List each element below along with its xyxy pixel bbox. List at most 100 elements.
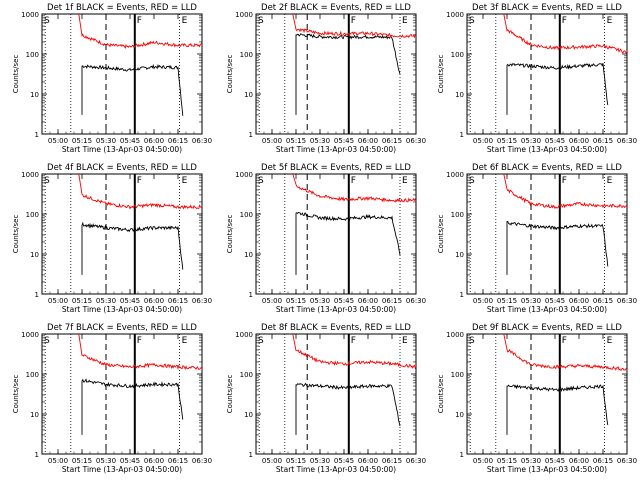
- marker-label-f: F: [137, 16, 142, 26]
- detector-panel: Det 6f BLACK = Events, RED = LLD 1 10 100 10…: [437, 163, 637, 314]
- x-tick-label: 05:00: [48, 297, 68, 305]
- y-tick-label: 1000: [21, 171, 39, 179]
- y-tick-label: 10: [30, 251, 39, 259]
- x-tick-label: 05:45: [120, 297, 140, 305]
- y-axis-label: Counts/sec: [226, 55, 234, 94]
- x-tick-label: 06:15: [593, 137, 613, 145]
- panel-title: Det 6f BLACK = Events, RED = LLD: [472, 163, 622, 173]
- x-axis-label: Start Time (13-Apr-03 04:50:00): [62, 145, 182, 154]
- events-series-line: [81, 221, 184, 275]
- y-tick-label: 1: [460, 131, 464, 139]
- y-tick-label: 10: [244, 91, 253, 99]
- marker-label-e: E: [182, 16, 188, 26]
- lld-series-line: [292, 333, 417, 370]
- y-axis-label: Counts/sec: [437, 55, 445, 94]
- plot-frame: [255, 173, 417, 295]
- marker-label-e: E: [607, 336, 613, 346]
- detector-panel: Det 9f BLACK = Events, RED = LLD 1 10 100 10…: [437, 323, 637, 474]
- marker-label-e: E: [182, 336, 188, 346]
- x-tick-label: 05:00: [473, 457, 493, 465]
- lld-series-line: [292, 173, 417, 203]
- plot-frame: [41, 13, 203, 135]
- marker-label-s: S: [469, 176, 475, 186]
- x-tick-label: 06:00: [358, 137, 378, 145]
- lld-series-line: [503, 173, 628, 210]
- y-tick-label: 10: [455, 251, 464, 259]
- y-tick-label: 1: [460, 451, 464, 459]
- detector-panel: Det 8f BLACK = Events, RED = LLD 1 10 100 10…: [226, 323, 426, 474]
- x-tick-label: 06:30: [406, 457, 426, 465]
- marker-label-f: F: [351, 336, 356, 346]
- lld-series-line: [292, 13, 417, 39]
- plot-frame: [466, 333, 628, 455]
- x-tick-label: 05:45: [334, 137, 354, 145]
- detector-panel: Det 4f BLACK = Events, RED = LLD 1 10 100 10…: [12, 163, 212, 314]
- x-tick-label: 06:30: [617, 137, 637, 145]
- events-series-line: [81, 63, 184, 116]
- x-tick-label: 06:30: [192, 457, 212, 465]
- x-axis-label: Start Time (13-Apr-03 04:50:00): [487, 305, 607, 314]
- marker-label-f: F: [562, 16, 567, 26]
- marker-label-s: S: [258, 336, 264, 346]
- x-tick-label: 05:45: [334, 457, 354, 465]
- y-tick-label: 100: [451, 51, 464, 59]
- panel-title: Det 7f BLACK = Events, RED = LLD: [47, 323, 197, 333]
- marker-label-e: E: [402, 176, 408, 186]
- x-tick-label: 05:30: [310, 457, 330, 465]
- x-tick-label: 05:30: [96, 457, 116, 465]
- x-tick-label: 06:00: [569, 457, 589, 465]
- x-tick-label: 05:15: [286, 297, 306, 305]
- x-tick-label: 05:45: [545, 137, 565, 145]
- panel-title: Det 5f BLACK = Events, RED = LLD: [261, 163, 411, 173]
- events-series-line: [506, 63, 609, 115]
- x-tick-label: 05:30: [521, 297, 541, 305]
- lld-series-line: [503, 13, 628, 55]
- marker-label-s: S: [469, 336, 475, 346]
- x-tick-label: 06:30: [617, 297, 637, 305]
- x-tick-label: 05:45: [120, 137, 140, 145]
- x-tick-label: 05:15: [72, 297, 92, 305]
- x-tick-label: 05:00: [48, 457, 68, 465]
- y-tick-label: 1: [460, 291, 464, 299]
- y-tick-label: 1000: [235, 171, 253, 179]
- x-axis-label: Start Time (13-Apr-03 04:50:00): [487, 465, 607, 474]
- y-axis-label: Counts/sec: [12, 215, 20, 254]
- detector-panel: Det 5f BLACK = Events, RED = LLD 1 10 100 10…: [226, 163, 426, 314]
- y-axis-label: Counts/sec: [437, 215, 445, 254]
- x-tick-label: 06:15: [382, 457, 402, 465]
- x-tick-label: 05:15: [497, 297, 517, 305]
- x-tick-label: 05:30: [310, 137, 330, 145]
- x-tick-label: 06:30: [192, 297, 212, 305]
- y-axis-label: Counts/sec: [226, 375, 234, 414]
- x-tick-label: 05:00: [262, 297, 282, 305]
- plot-frame: [466, 173, 628, 295]
- x-tick-label: 06:30: [617, 457, 637, 465]
- lld-series-line: [503, 333, 628, 371]
- lld-series-line: [78, 333, 203, 371]
- y-tick-label: 100: [240, 371, 253, 379]
- y-tick-label: 1: [35, 291, 39, 299]
- marker-label-f: F: [351, 16, 356, 26]
- y-tick-label: 10: [455, 411, 464, 419]
- detector-panel: Det 1f BLACK = Events, RED = LLD 1 10 100 10…: [12, 3, 212, 154]
- x-tick-label: 06:15: [382, 137, 402, 145]
- x-tick-label: 06:00: [144, 137, 164, 145]
- x-tick-label: 05:30: [310, 297, 330, 305]
- y-tick-label: 1000: [21, 11, 39, 19]
- y-tick-label: 10: [455, 91, 464, 99]
- detector-panel: Det 3f BLACK = Events, RED = LLD 1 10 100 10…: [437, 3, 637, 154]
- y-tick-label: 100: [451, 211, 464, 219]
- x-tick-label: 05:45: [545, 457, 565, 465]
- detector-panel: Det 7f BLACK = Events, RED = LLD 1 10 100 10…: [12, 323, 212, 474]
- panel-title: Det 9f BLACK = Events, RED = LLD: [472, 323, 622, 333]
- x-tick-label: 05:15: [497, 457, 517, 465]
- marker-label-f: F: [562, 176, 567, 186]
- x-tick-label: 06:00: [358, 457, 378, 465]
- y-tick-label: 10: [244, 251, 253, 259]
- x-tick-label: 06:30: [192, 137, 212, 145]
- x-tick-label: 06:30: [406, 137, 426, 145]
- y-tick-label: 10: [244, 411, 253, 419]
- x-tick-label: 05:00: [48, 137, 68, 145]
- x-tick-label: 05:00: [262, 457, 282, 465]
- lld-series-line: [78, 173, 203, 210]
